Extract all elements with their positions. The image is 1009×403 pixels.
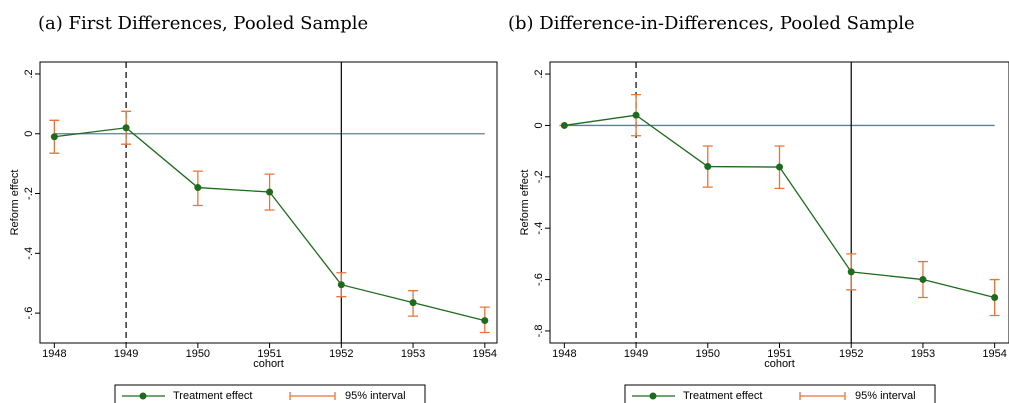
plot-frame [39,61,498,344]
effect-point [847,268,855,276]
x-tick-label: 1954 [473,348,497,360]
effect-point [337,281,345,289]
y-tick-label: -.8 [533,325,545,338]
chart-title: (b) Difference-in-Differences, Pooled Sa… [508,13,915,34]
x-tick-label: 1948 [552,348,576,360]
x-tick-label: 1953 [911,348,935,360]
legend-marker [139,392,147,400]
x-axis-label: cohort [253,358,284,370]
effect-point [409,299,417,307]
legend-label: Treatment effect [683,390,762,402]
effect-point [991,294,999,302]
legend-marker [649,392,657,400]
effect-point [704,163,712,171]
y-tick-label: 0 [23,131,35,137]
y-tick-label: -.6 [533,273,545,286]
y-axis-label: Reform effect [519,170,531,236]
chart-title: (a) First Differences, Pooled Sample [38,13,368,34]
legend-interval [289,392,336,400]
effect-line [54,127,485,322]
effect-point [632,111,640,119]
x-tick-label: 1950 [186,348,210,360]
legend-label: 95% interval [345,390,406,402]
effect-point [194,184,202,192]
x-tick-label: 1951 [257,348,281,360]
y-tick-label: -.4 [23,247,35,260]
legend-label: 95% interval [855,390,916,402]
y-tick-label: .2 [533,69,545,78]
effect-point [122,124,130,132]
x-tick-label: 1949 [114,348,138,360]
effect-point [481,317,489,325]
effect-point [50,133,58,141]
x-tick-label: 1951 [767,348,791,360]
x-tick-label: 1948 [42,348,66,360]
effect-point [560,121,568,129]
effect-point [266,188,274,196]
x-tick-label: 1953 [401,348,425,360]
y-tick-label: -.6 [23,307,35,320]
y-tick-label: -.4 [533,222,545,235]
x-tick-label: 1952 [329,348,353,360]
y-axis-label: Reform effect [9,170,21,236]
x-tick-label: 1952 [839,348,863,360]
x-tick-label: 1950 [696,348,720,360]
y-tick-label: .2 [23,69,35,78]
effect-line [564,114,995,299]
legend-interval [799,392,846,400]
x-axis-label: cohort [764,358,795,370]
y-tick-label: -.2 [533,170,545,183]
legend-label: Treatment effect [173,390,252,402]
effect-point [919,276,927,284]
x-tick-label: 1949 [624,348,648,360]
legend-box [114,384,426,403]
legend-box [624,384,936,403]
x-tick-label: 1954 [982,348,1006,360]
plot-frame [549,61,1009,344]
effect-point [776,163,783,171]
y-tick-label: 0 [533,122,545,128]
y-tick-label: -.2 [23,187,35,200]
